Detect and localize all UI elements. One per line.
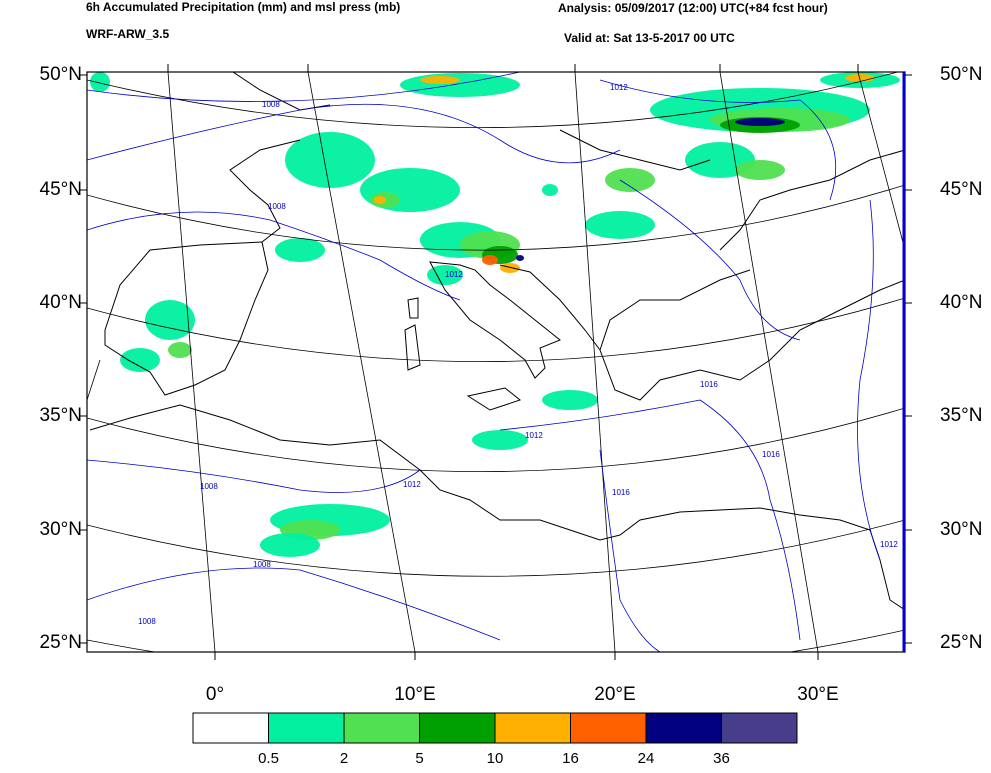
colorbar-label: 5 xyxy=(415,750,423,767)
model-name: WRF-ARW_3.5 xyxy=(86,27,169,41)
colorbar-segment xyxy=(419,712,496,744)
lon-label: 0° xyxy=(206,684,224,705)
isobar-label: 1016 xyxy=(700,380,718,389)
isobars xyxy=(87,72,881,652)
precip-area xyxy=(420,76,460,84)
lon-label: 20°E xyxy=(594,684,635,705)
lat-label: 25°N xyxy=(940,632,982,653)
precip-area xyxy=(735,118,785,126)
precip-area xyxy=(168,342,192,358)
lat-label: 30°N xyxy=(940,519,982,540)
precip-area xyxy=(145,300,195,340)
colorbar-segment xyxy=(268,712,345,744)
precip-area xyxy=(605,168,655,192)
precip-area xyxy=(120,348,160,372)
colorbar-label: 36 xyxy=(713,750,730,767)
precip-area xyxy=(285,132,375,188)
precip-area xyxy=(427,265,463,285)
precip-area xyxy=(400,73,520,97)
colorbar: 0.5 2 5 10 16 24 36 xyxy=(192,712,798,767)
precip-area xyxy=(472,430,528,450)
precip-area xyxy=(542,184,558,196)
precip-area xyxy=(275,238,325,262)
title: 6h Accumulated Precipitation (mm) and ms… xyxy=(86,0,400,14)
isobar-label: 1012 xyxy=(525,431,543,440)
valid-time: Valid at: Sat 13-5-2017 00 UTC xyxy=(564,31,735,45)
isobar-label: 1008 xyxy=(262,100,280,109)
analysis-time: Analysis: 05/09/2017 (12:00) UTC(+84 fcs… xyxy=(558,1,828,15)
isobar-labels: 1008 1012 1008 1012 1012 1016 1008 1012 1016 1016… xyxy=(138,83,898,626)
map: 1008 1012 1008 1012 1012 1016 1008 1012 1016 1016… xyxy=(86,71,906,653)
isobar-label: 1008 xyxy=(253,560,271,569)
isobar-label: 1012 xyxy=(445,270,463,279)
colorbar-segment xyxy=(645,712,722,744)
axis-ticks: 50°N 50°N 45°N 45°N 40°N 40°N 35°N 35°N 30°N 30°N… xyxy=(40,64,982,705)
isobar-label: 1012 xyxy=(403,480,421,489)
colorbar-label: 10 xyxy=(487,750,504,767)
coastlines xyxy=(89,72,905,611)
colorbar-segment xyxy=(570,712,647,744)
lat-label: 45°N xyxy=(40,179,82,200)
colorbar-segment xyxy=(192,712,269,744)
lat-label: 40°N xyxy=(940,292,982,313)
precip-area xyxy=(585,211,655,239)
lat-label: 35°N xyxy=(40,405,82,426)
colorbar-segment xyxy=(494,712,571,744)
lat-label: 30°N xyxy=(40,519,82,540)
colorbar-label: 2 xyxy=(340,750,348,767)
precipitation xyxy=(90,72,900,557)
isobar-label: 1016 xyxy=(612,488,630,497)
colorbar-segment xyxy=(343,712,420,744)
isobar-label: 1008 xyxy=(268,202,286,211)
precip-area xyxy=(374,196,386,204)
isobar-label: 1012 xyxy=(880,540,898,549)
lat-label: 45°N xyxy=(940,179,982,200)
lat-label: 50°N xyxy=(940,64,982,85)
precip-area xyxy=(90,72,110,92)
precip-area xyxy=(260,533,320,557)
precip-area xyxy=(482,255,498,265)
precip-area xyxy=(500,263,520,273)
isobar-label: 1008 xyxy=(200,482,218,491)
isobar-label: 1008 xyxy=(138,617,156,626)
colorbar-label: 16 xyxy=(562,750,579,767)
map-frame xyxy=(86,71,906,653)
lat-label: 40°N xyxy=(40,292,82,313)
precip-area xyxy=(542,390,598,410)
graticule xyxy=(87,72,905,652)
isobar-label: 1016 xyxy=(762,450,780,459)
lat-label: 50°N xyxy=(40,64,82,85)
colorbar-segment xyxy=(721,712,798,744)
isobar-label: 1012 xyxy=(610,83,628,92)
lon-label: 10°E xyxy=(394,684,435,705)
colorbar-label: 24 xyxy=(638,750,655,767)
lat-label: 35°N xyxy=(940,405,982,426)
colorbar-label: 0.5 xyxy=(258,750,279,767)
precip-area xyxy=(735,160,785,180)
precip-area xyxy=(516,255,524,261)
lat-label: 25°N xyxy=(40,632,82,653)
lon-label: 30°E xyxy=(797,684,838,705)
